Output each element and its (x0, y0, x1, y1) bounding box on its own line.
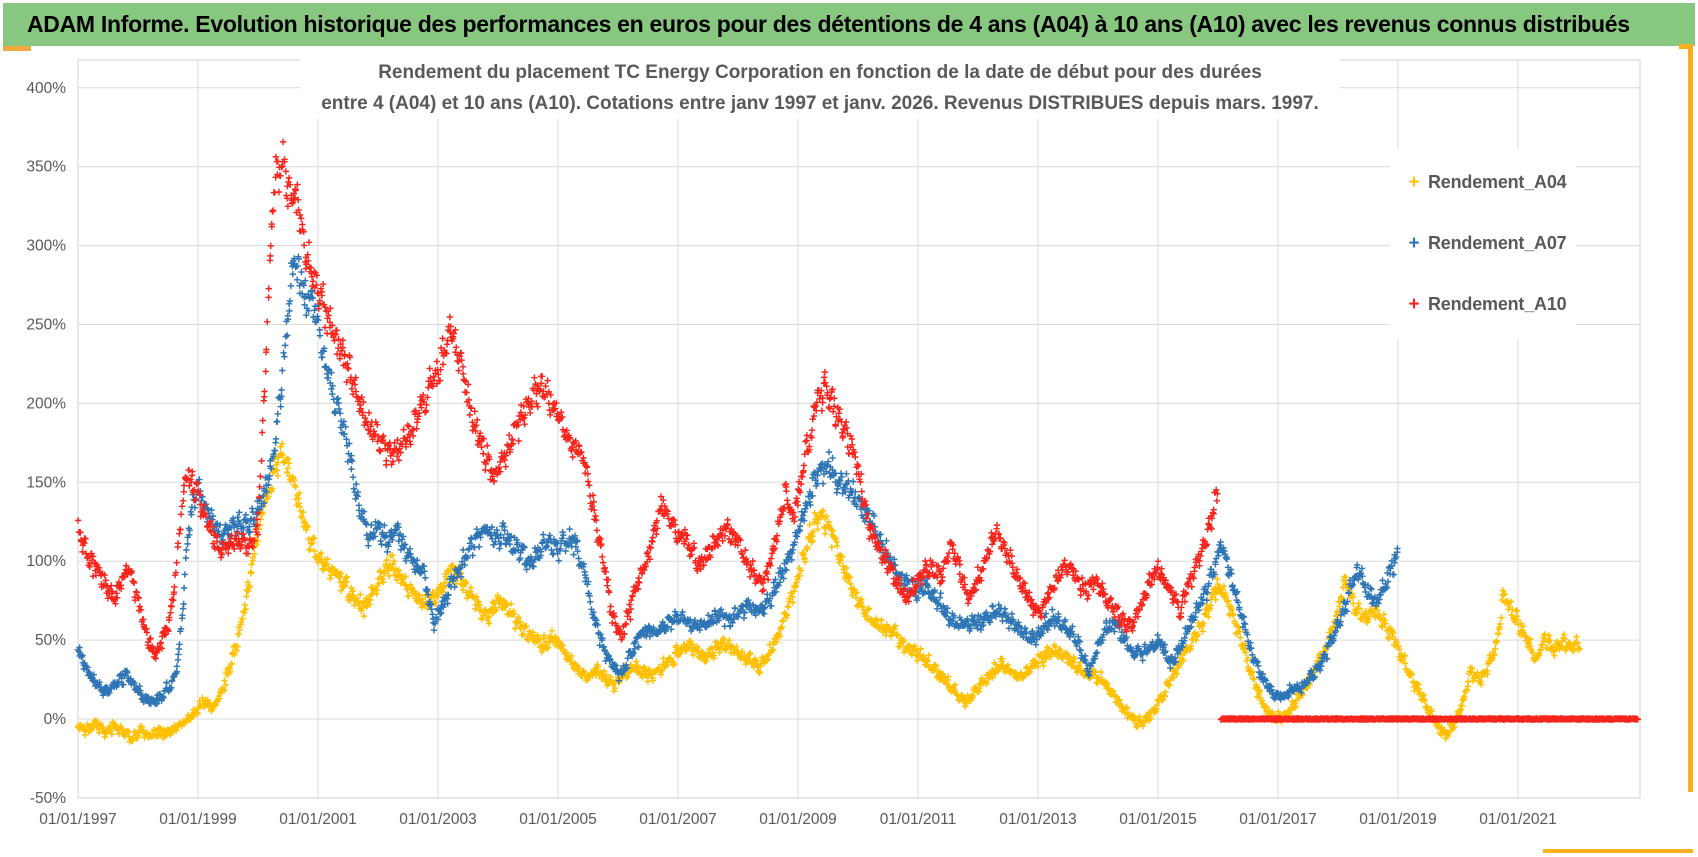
x-tick-label: 01/01/2017 (1239, 811, 1317, 828)
banner-title: ADAM Informe. Evolution historique des p… (27, 11, 1630, 37)
plus-marker-icon: + (1408, 294, 1420, 315)
x-axis-labels: 01/01/1997 01/01/1999 01/01/2001 01/01/2003… (39, 811, 1557, 828)
series-Rendement_A04[interactable] (74, 440, 1583, 745)
y-tick-label: 0% (44, 711, 67, 728)
x-tick-label: 01/01/2013 (999, 811, 1077, 828)
x-tick-label: 01/01/2003 (399, 811, 477, 828)
x-tick-label: 01/01/2011 (880, 811, 956, 828)
legend-label: Rendement_A07 (1428, 233, 1567, 253)
x-tick-label: 01/01/2001 (279, 811, 357, 828)
series-Rendement_A10[interactable] (74, 138, 1641, 723)
x-tick-label: 01/01/2015 (1119, 811, 1197, 828)
x-tick-label: 01/01/1997 (39, 811, 117, 828)
legend-label: Rendement_A10 (1428, 294, 1567, 314)
y-tick-label: 200% (26, 395, 66, 412)
x-tick-label: 01/01/2009 (759, 811, 837, 828)
chart-title: Rendement du placement TC Energy Corpora… (300, 57, 1340, 119)
banner: ADAM Informe. Evolution historique des p… (3, 3, 1695, 46)
y-tick-label: 250% (26, 317, 66, 334)
y-tick-label: 400% (26, 80, 66, 97)
plus-marker-icon: + (1408, 233, 1420, 254)
y-tick-label: 50% (35, 632, 66, 649)
bottom-accent-strip (1543, 849, 1693, 853)
y-tick-label: 100% (26, 553, 66, 570)
banner-accent-bar (3, 46, 31, 51)
plus-marker-icon: + (1408, 172, 1420, 193)
x-tick-label: 01/01/2021 (1479, 811, 1557, 828)
chart-title-line2: entre 4 (A04) et 10 ans (A10). Cotations… (321, 93, 1319, 114)
legend-label: Rendement_A04 (1428, 172, 1567, 192)
legend-item-rendement-a07[interactable]: + Rendement_A07 (1400, 213, 1566, 274)
y-tick-label: 300% (26, 238, 66, 255)
legend-item-rendement-a04[interactable]: + Rendement_A04 (1400, 152, 1566, 213)
x-tick-label: 01/01/1999 (159, 811, 237, 828)
right-accent-hook (1679, 44, 1693, 49)
x-tick-label: 01/01/2005 (519, 811, 597, 828)
y-axis-labels: 400% 350% 300% 250% 200% 150% 100% 50% 0% -50% (26, 80, 66, 807)
x-tick-label: 01/01/2019 (1359, 811, 1437, 828)
right-accent-strip (1688, 44, 1693, 792)
y-tick-label: 150% (26, 474, 66, 491)
y-tick-label: -50% (30, 790, 66, 807)
legend-item-rendement-a10[interactable]: + Rendement_A10 (1400, 274, 1566, 335)
x-tick-label: 01/01/2007 (639, 811, 717, 828)
series-Rendement_A07[interactable] (74, 253, 1401, 708)
y-tick-label: 350% (26, 159, 66, 176)
chart-title-line1: Rendement du placement TC Energy Corpora… (378, 62, 1262, 83)
chart-legend: + Rendement_A04 + Rendement_A07 + Rendem… (1390, 148, 1577, 339)
